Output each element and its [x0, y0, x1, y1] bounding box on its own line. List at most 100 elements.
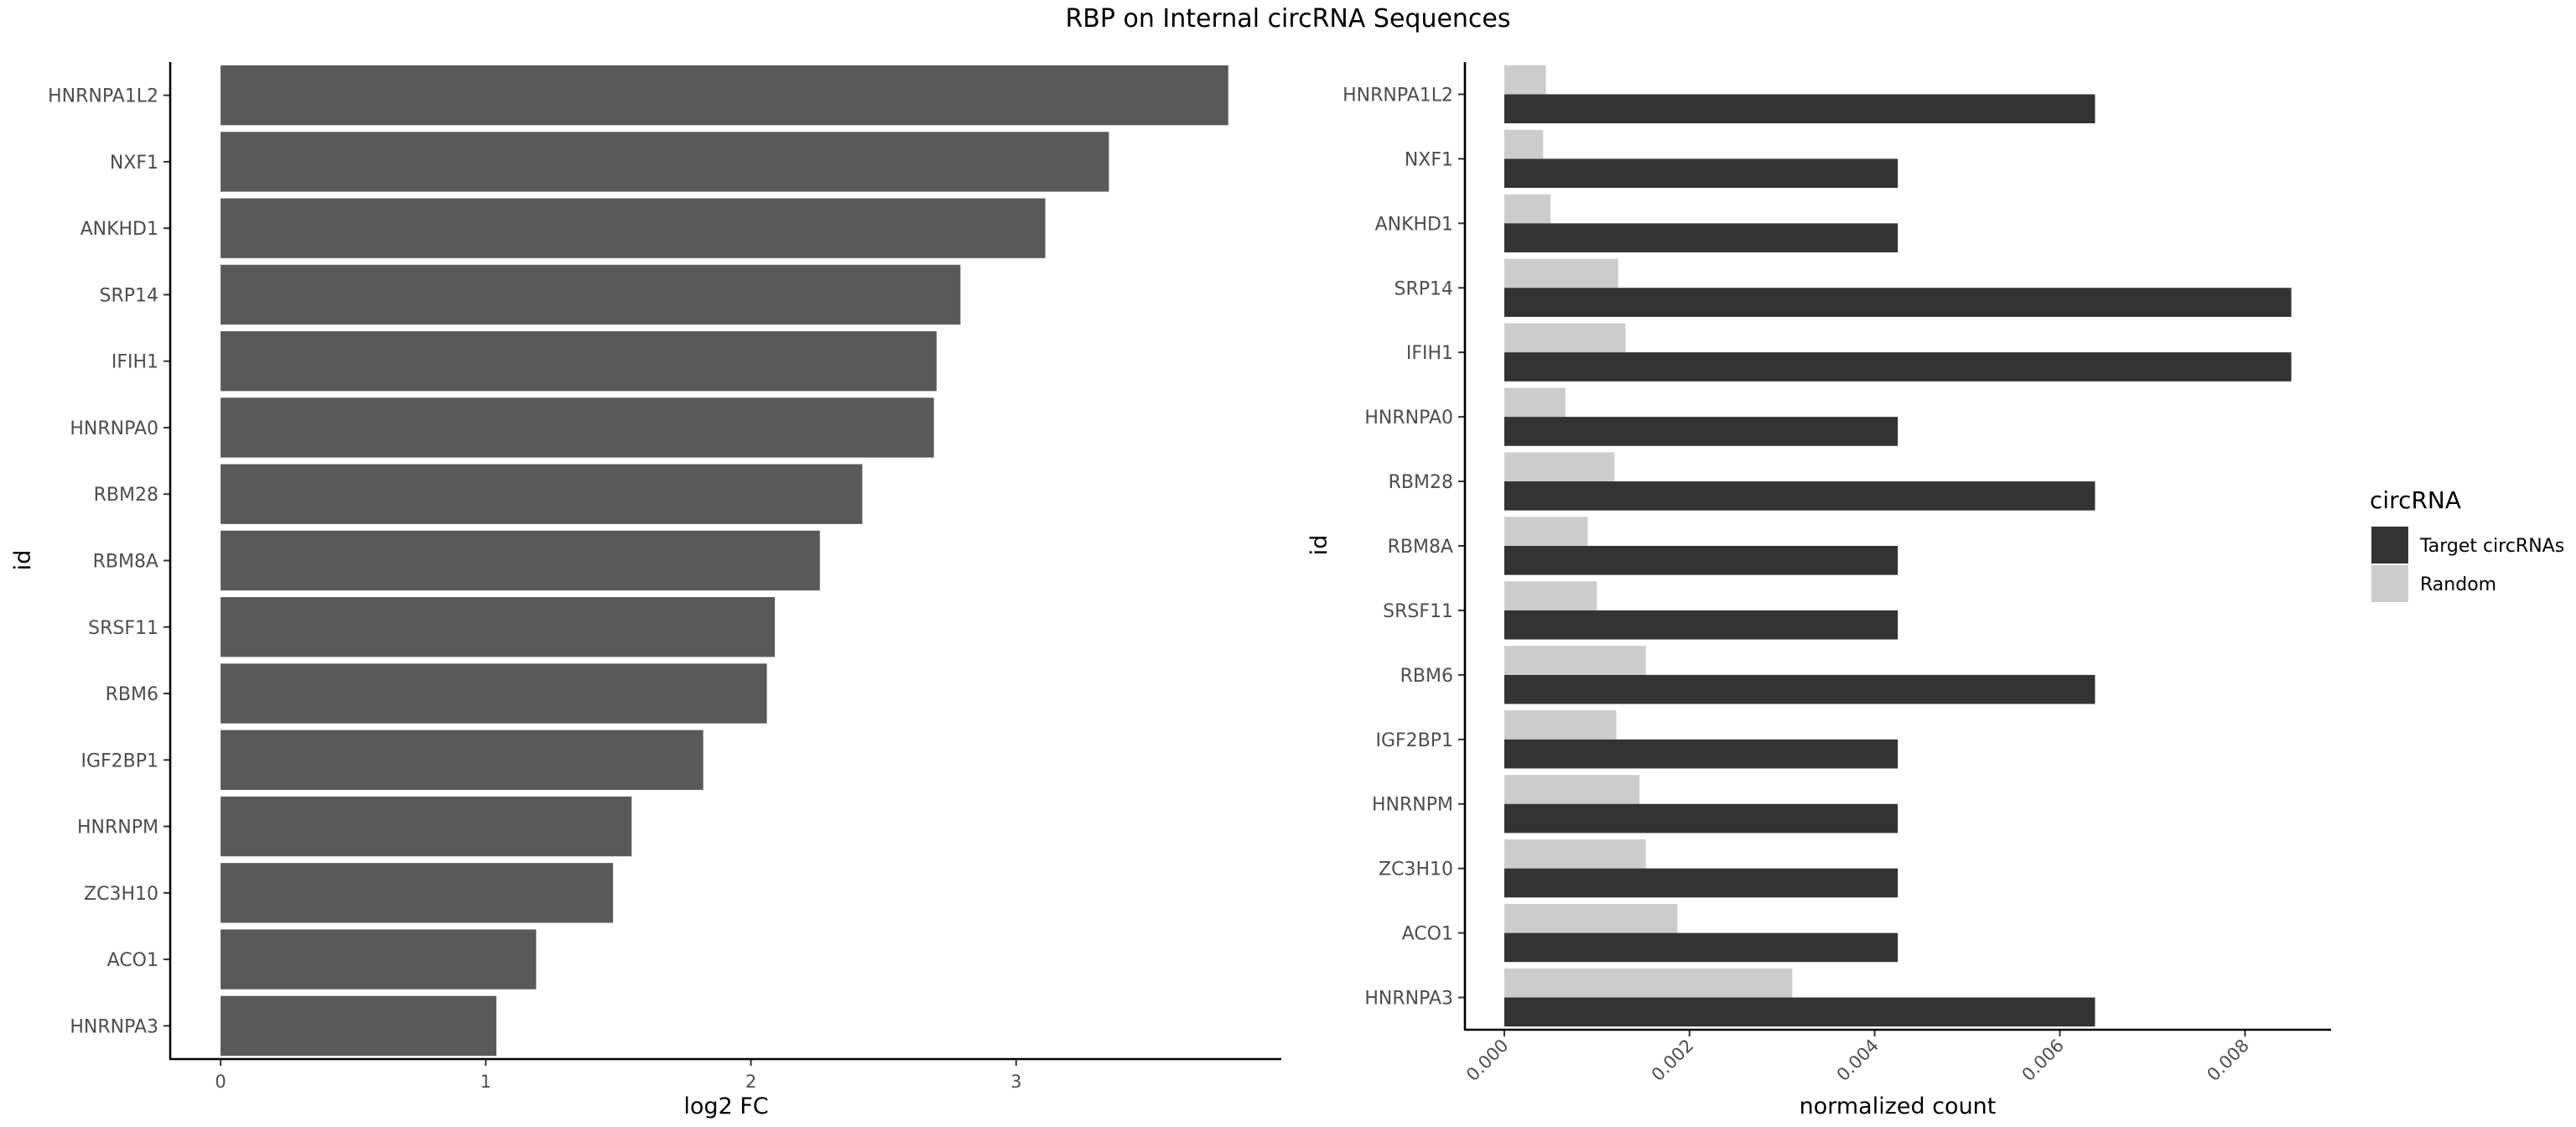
left-y-axis-title: id: [10, 550, 36, 571]
legend-key-random: [2371, 565, 2408, 602]
bar-target-srp14: [1504, 288, 2292, 317]
bar-target-igf2bp1: [1504, 739, 1898, 769]
bar-log2fc-hnrnpm: [221, 796, 632, 857]
legend-label-target: Target circRNAs: [2419, 536, 2564, 557]
bar-target-hnrnpa0: [1504, 417, 1898, 446]
bar-random-srsf11: [1504, 581, 1597, 610]
bar-log2fc-rbm6: [221, 663, 767, 724]
right-bars: [1504, 65, 2292, 1027]
y-tick-label: HNRNPA3: [70, 1016, 158, 1037]
y-tick-label: ANKHD1: [1375, 214, 1453, 235]
y-tick-label: HNRNPA3: [1364, 989, 1453, 1010]
bar-target-rbm8a: [1504, 546, 1898, 575]
bar-random-nxf1: [1504, 129, 1544, 159]
bar-log2fc-srsf11: [221, 597, 776, 657]
bar-log2fc-ifih1: [221, 331, 937, 392]
y-tick-label: RBM28: [1389, 472, 1453, 493]
bar-random-rbm6: [1504, 646, 1646, 675]
bar-log2fc-zc3h10: [221, 863, 614, 923]
y-tick-label: RBM28: [94, 485, 158, 506]
right-y-axis-title: id: [1306, 535, 1332, 556]
y-tick-label: ANKHD1: [80, 219, 158, 240]
right-x-axis-title: normalized count: [1800, 1093, 1997, 1119]
bar-random-rbm8a: [1504, 517, 1588, 546]
bar-log2fc-hnrnpa1l2: [221, 65, 1228, 126]
y-tick-label: ZC3H10: [84, 884, 158, 905]
right-x-ticks: 0.000 0.002 0.004 0.006 0.008: [1462, 1030, 2253, 1085]
y-tick-label: SRP14: [1394, 278, 1453, 299]
bar-target-rbm28: [1504, 481, 2096, 511]
left-x-ticks: 0 1 2 3: [215, 1059, 1021, 1092]
bar-target-zc3h10: [1504, 868, 1898, 898]
bar-random-hnrnpa3: [1504, 968, 1793, 998]
bar-log2fc-hnrnpa0: [221, 397, 934, 458]
bar-target-hnrnpm: [1504, 803, 1898, 834]
right-y-ticks: HNRNPA1L2 NXF1 ANKHD1 SRP14 IFIH1 HNRNPA0 RBM2…: [1343, 85, 1465, 1010]
x-tick-label: 0.002: [1648, 1036, 1697, 1085]
y-tick-label: IFIH1: [112, 352, 158, 373]
y-tick-label: ZC3H10: [1379, 860, 1453, 880]
left-y-ticks: HNRNPA1L2 NXF1 ANKHD1 SRP14 IFIH1 HNRNPA0 RBM2…: [48, 86, 170, 1037]
left-bars: [221, 65, 1228, 1057]
legend-key-target: [2371, 527, 2408, 564]
bar-random-aco1: [1504, 903, 1678, 933]
x-tick-label: 0: [215, 1072, 226, 1092]
bar-target-rbm6: [1504, 674, 2096, 704]
y-tick-label: ACO1: [1402, 924, 1453, 945]
bar-log2fc-rbm28: [221, 464, 863, 524]
y-tick-label: HNRNPM: [1372, 795, 1453, 816]
y-tick-label: HNRNPA0: [70, 418, 158, 439]
y-tick-label: HNRNPM: [77, 818, 158, 839]
x-tick-label: 0.008: [2203, 1036, 2252, 1085]
y-tick-label: NXF1: [1405, 149, 1453, 170]
y-tick-label: NXF1: [110, 153, 158, 174]
legend-label-random: Random: [2420, 574, 2496, 595]
y-tick-label: SRSF11: [1383, 601, 1453, 622]
bar-target-hnrnpa1l2: [1504, 94, 2096, 124]
y-tick-label: SRP14: [99, 285, 158, 306]
bar-target-aco1: [1504, 932, 1898, 963]
bar-random-srp14: [1504, 258, 1618, 288]
x-tick-label: 1: [480, 1072, 491, 1092]
bar-log2fc-nxf1: [221, 132, 1109, 192]
y-tick-label: HNRNPA1L2: [48, 86, 158, 107]
right-panel: HNRNPA1L2 NXF1 ANKHD1 SRP14 IFIH1 HNRNPA0 RBM2…: [1306, 62, 2331, 1119]
y-tick-label: HNRNPA0: [1364, 408, 1453, 428]
x-tick-label: 0.000: [1462, 1036, 1512, 1085]
bar-log2fc-hnrnpa3: [221, 995, 496, 1057]
legend-title: circRNA: [2370, 486, 2461, 514]
bar-random-rbm28: [1504, 452, 1615, 482]
y-tick-label: IGF2BP1: [1375, 730, 1453, 751]
bar-random-hnrnpa0: [1504, 387, 1566, 418]
bar-random-zc3h10: [1504, 839, 1646, 869]
bar-random-ifih1: [1504, 323, 1626, 353]
bar-target-ifih1: [1504, 352, 2292, 382]
bar-random-ankhd1: [1504, 194, 1551, 224]
y-tick-label: SRSF11: [88, 618, 158, 639]
x-tick-label: 3: [1010, 1072, 1021, 1092]
chart-title: RBP on Internal circRNA Sequences: [1065, 4, 1510, 34]
bar-target-nxf1: [1504, 158, 1898, 189]
bar-random-hnrnpm: [1504, 775, 1640, 804]
bar-log2fc-srp14: [221, 264, 961, 325]
left-x-axis-title: log2 FC: [683, 1093, 768, 1119]
y-tick-label: IFIH1: [1406, 343, 1453, 364]
y-tick-label: RBM6: [106, 684, 158, 705]
y-tick-label: RBM8A: [93, 552, 158, 573]
bar-random-hnrnpa1l2: [1504, 65, 1546, 95]
y-tick-label: RBM8A: [1388, 537, 1453, 558]
bar-target-srsf11: [1504, 610, 1898, 640]
y-tick-label: HNRNPA1L2: [1343, 85, 1453, 106]
bar-log2fc-aco1: [221, 929, 537, 989]
x-tick-label: 0.004: [1833, 1036, 1883, 1085]
x-tick-label: 2: [745, 1072, 756, 1092]
bar-log2fc-igf2bp1: [221, 730, 704, 790]
bar-log2fc-ankhd1: [221, 198, 1046, 258]
bar-target-ankhd1: [1504, 223, 1898, 252]
bar-log2fc-rbm8a: [221, 530, 820, 591]
y-tick-label: RBM6: [1400, 666, 1453, 687]
y-tick-label: ACO1: [107, 950, 158, 971]
legend: circRNA Target circRNAs Random: [2370, 486, 2564, 602]
x-tick-label: 0.006: [2018, 1036, 2068, 1085]
